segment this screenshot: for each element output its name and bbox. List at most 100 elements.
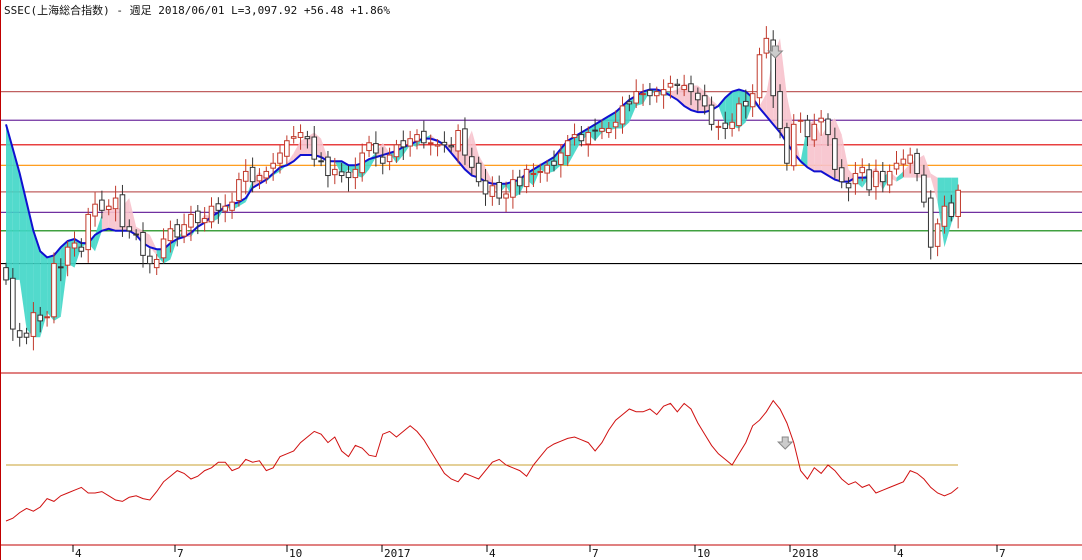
cloud-segment [595,120,602,141]
candle-body [304,136,311,140]
cloud-segment [170,238,178,260]
candle-body [379,156,386,164]
candle-body [653,91,660,97]
candle-body [612,121,619,128]
cloud-segment [923,155,931,178]
candle-body [784,127,790,164]
candle-body [284,140,290,157]
cloud-segment [88,234,96,252]
candle-body [749,93,756,108]
candle-body [10,277,16,330]
cloud-segment [944,177,952,248]
x-tick-label: 4 [75,547,82,560]
candle-body [736,103,742,127]
cloud-segment [903,163,911,178]
candle-body [845,182,852,189]
cloud-segment [12,148,20,280]
candle-body [592,129,598,132]
candle-body [181,224,187,237]
candle-body [893,162,900,170]
cloud-segment [26,202,34,338]
candle-body [743,100,749,107]
candle-body [215,203,222,211]
candle-body [688,83,694,93]
candle-body [585,132,592,145]
candle-body [462,128,468,156]
candle-body [126,226,133,232]
oscillator-sell-arrow-icon [776,436,794,450]
candle-body [277,152,283,164]
candle-body [551,160,557,166]
candle-body [236,179,242,202]
candle-body [489,185,496,197]
candle-body [160,238,167,259]
candle-body [44,316,50,319]
candle-body [407,138,413,147]
candle-body [804,119,811,138]
candle-body [633,91,640,104]
candle-body [297,132,304,138]
cloud-segment [930,173,938,203]
candle-body [290,136,297,139]
candle-body [359,152,365,174]
horizontal-levels [0,90,1082,265]
cloud-segment [759,93,767,117]
candle-body [3,267,9,281]
candle-body [119,194,126,228]
candle-body [105,205,112,211]
candle-body [195,210,201,224]
candle-body [907,154,914,164]
candle-body [85,213,92,251]
candle-body [352,168,359,179]
candle-body [133,233,139,236]
candle-body [99,199,105,211]
candle-body [544,164,550,174]
x-tick-label: 7 [592,547,599,560]
cloud-segment [725,91,733,127]
candle-body [941,205,948,227]
cloud-segment [896,171,904,182]
x-axis: 4 7 10 2017 4 7 10 2018 4 7 [72,545,1006,560]
candle-body [208,205,215,223]
candlesticks [3,26,961,351]
candle-body [934,223,941,247]
x-tick-label: 4 [897,547,904,560]
candle-body [201,218,208,224]
x-tick-label: 7 [999,547,1006,560]
cloud-segment [691,85,698,113]
sell-arrow-icon [767,45,784,59]
candle-body [619,105,626,125]
candle-body [921,174,927,203]
candle-body [606,127,612,134]
candle-body [900,158,907,165]
candle-body [523,168,530,188]
candle-body [71,242,78,249]
candle-body [914,152,920,174]
candle-body [722,122,729,129]
candle-body [701,95,708,107]
x-tick-label: 4 [489,547,496,560]
candle-body [256,175,263,182]
candle-body [838,167,845,183]
candle-body [393,144,400,158]
cloud-segment [286,153,294,166]
candle-body [112,197,119,210]
candle-body [667,82,674,88]
candle-body [311,136,318,160]
candle-body [229,201,235,211]
candle-body [421,130,427,144]
candle-body [674,83,681,86]
candle-body [695,92,701,101]
candle-body [30,312,37,337]
candle-body [427,142,434,145]
candle-body [777,91,783,129]
candle-body [948,202,955,217]
candle-body [23,332,30,338]
candle-body [571,134,578,138]
candle-body [263,170,270,179]
candle-body [78,246,85,252]
candle-body [660,89,667,96]
candle-body [599,127,605,132]
candle-body [332,168,338,176]
